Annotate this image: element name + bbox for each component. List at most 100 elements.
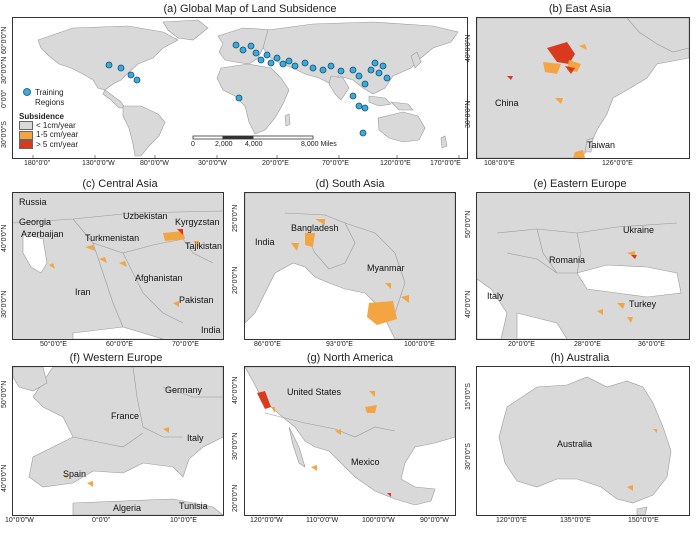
region-label: Russia xyxy=(19,197,47,207)
training-region-dot xyxy=(252,49,260,57)
training-region-dot xyxy=(361,80,369,88)
region-label: Italy xyxy=(187,433,204,443)
subsidence-mid xyxy=(579,44,587,50)
subsidence-mid xyxy=(49,263,55,269)
region-label: Myanmar xyxy=(367,263,405,273)
training-region-dot xyxy=(239,46,247,54)
western-europe-svg xyxy=(13,367,223,515)
scalebar-label: 0 xyxy=(191,141,195,148)
region-label: Spain xyxy=(63,469,87,479)
region-label: India xyxy=(255,237,275,247)
panel-h-title: (h) Australia xyxy=(550,352,610,364)
x-tick-label: 86°0'0"E xyxy=(254,341,281,348)
training-region-dot xyxy=(383,74,391,82)
subsidence-mid xyxy=(369,391,375,397)
training-region-dot xyxy=(375,69,383,77)
subsidence-mid xyxy=(87,481,93,487)
eastern-europe-svg xyxy=(477,193,689,339)
x-tick-label: 130°0'0"W xyxy=(82,160,115,167)
x-tick-label: 20°0'0"E xyxy=(262,160,289,167)
legend-training-label: Training Regions xyxy=(35,88,65,107)
subsidence-mid xyxy=(627,485,633,491)
subsidence-mid xyxy=(653,429,657,433)
legend-training-dot xyxy=(23,88,31,96)
subsidence-mid xyxy=(597,309,603,315)
region-label: India xyxy=(201,325,221,335)
x-tick-label: 20°0'0"E xyxy=(508,341,535,348)
x-tick-label: 50°0'0"E xyxy=(40,341,67,348)
x-tick-label: 120°0'0"W xyxy=(250,517,283,524)
y-tick-label: 40°0'0"N xyxy=(465,34,472,62)
x-tick-label: 60°0'0"E xyxy=(106,341,133,348)
region-label: Kyrgyzstan xyxy=(175,217,220,227)
region-label: Mexico xyxy=(351,457,380,467)
subsidence-high xyxy=(631,255,637,259)
subsidence-mid xyxy=(173,301,179,307)
training-region-dot xyxy=(232,41,240,49)
eastern-europe-frame: Ukraine Romania Italy Turkey xyxy=(476,192,690,340)
region-label: Bangladesh xyxy=(291,223,339,233)
central-asia-svg xyxy=(13,193,223,339)
region-label: United States xyxy=(287,387,342,397)
training-region-dot xyxy=(309,64,317,72)
western-europe-frame: Germany France Italy Spain Algeria Tunis… xyxy=(12,366,224,516)
training-region-dot xyxy=(273,54,281,62)
scalebar-label: 2,000 xyxy=(215,141,233,148)
x-tick-label: 28°0'0"E xyxy=(574,341,601,348)
region-label: Afghanistan xyxy=(135,273,183,283)
y-tick-label: 60°0'0"N xyxy=(1,26,8,54)
x-tick-label: 70°0'0"E xyxy=(322,160,349,167)
y-tick-label: 50°0'0"N xyxy=(1,380,8,408)
panel-b-title: (b) East Asia xyxy=(548,3,612,15)
north-america-svg xyxy=(245,367,455,506)
subsidence-mid xyxy=(365,405,377,413)
y-tick-label: 20°0'0"N xyxy=(232,484,239,512)
training-region-dot xyxy=(337,67,345,75)
subsidence-mid xyxy=(627,317,633,323)
australia-svg xyxy=(498,376,672,515)
subsidence-high xyxy=(177,229,183,235)
training-region-dot xyxy=(379,62,387,70)
subsidence-mid xyxy=(335,429,341,435)
training-region-dot xyxy=(285,57,293,65)
training-region-dot xyxy=(349,92,357,100)
y-tick-label: 30°0'0"N xyxy=(232,432,239,460)
subsidence-mid xyxy=(163,427,169,433)
y-tick-label: 50°0'0"N xyxy=(465,210,472,238)
region-label: Azerbaijan xyxy=(21,229,64,239)
panel-c-title: (c) Central Asia xyxy=(82,178,158,190)
region-label: Taiwan xyxy=(587,140,616,150)
panel-g-title: (g) North America xyxy=(306,352,394,364)
global-map-frame: Training Regions Subsidence < 1cm/year 1… xyxy=(12,17,468,159)
subsidence-mid xyxy=(315,219,325,225)
subsidence-high xyxy=(507,76,513,80)
x-tick-label: 120°0'0"E xyxy=(496,517,527,524)
training-region-dot xyxy=(105,61,113,69)
y-tick-label: 40°0'0"N xyxy=(1,464,8,492)
x-tick-label: 90°0'0"W xyxy=(420,517,449,524)
panel-d-title: (d) South Asia xyxy=(315,178,385,190)
east-asia-frame: China Taiwan xyxy=(476,17,690,159)
training-region-dot xyxy=(367,66,375,74)
region-label: Australia xyxy=(557,439,593,449)
legend-class-low: < 1cm/year xyxy=(19,121,83,131)
region-label: Pakistan xyxy=(179,295,214,305)
east-asia-svg xyxy=(477,18,689,158)
y-tick-label: 40°0'0"N xyxy=(1,224,8,252)
panel-f-title: (f) Western Europe xyxy=(69,352,163,364)
legend-class-mid: 1-5 cm/year xyxy=(19,130,83,140)
x-tick-label: 100°0'0"W xyxy=(362,517,395,524)
region-label: Tunisia xyxy=(179,501,208,511)
subsidence-mid xyxy=(573,150,585,158)
x-tick-label: 120°0'0"E xyxy=(380,160,411,167)
training-region-dot xyxy=(267,59,275,67)
subsidence-mid xyxy=(305,233,315,247)
subsidence-mid xyxy=(163,231,185,241)
subsidence-mid xyxy=(401,295,409,303)
subsidence-mid xyxy=(555,98,563,104)
subsidence-mid xyxy=(99,257,107,263)
region-label: France xyxy=(111,411,140,421)
subsidence-high xyxy=(257,391,271,409)
legend-subsidence-title: Subsidence xyxy=(19,112,64,121)
y-tick-label: 30°0'0"N xyxy=(465,100,472,128)
